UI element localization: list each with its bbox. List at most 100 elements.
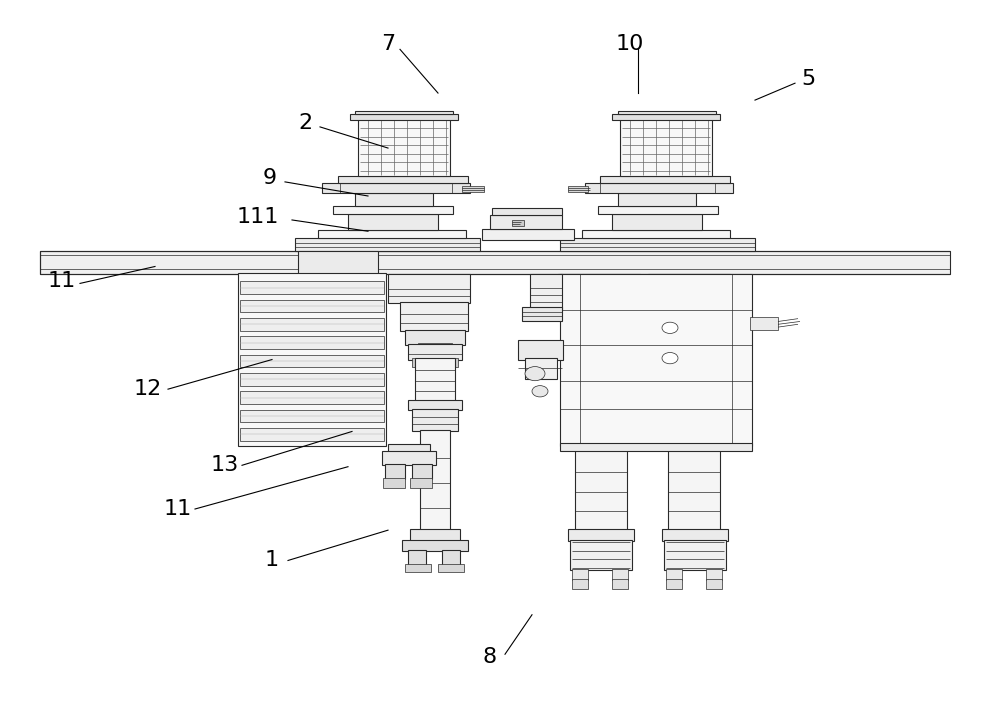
Bar (388, 274, 470, 303)
Circle shape (662, 352, 678, 364)
Bar (585, 183, 733, 193)
Bar (300, 274, 378, 303)
Text: 11: 11 (48, 271, 76, 290)
Bar (358, 118, 450, 176)
Bar (318, 302, 362, 324)
Bar (438, 564, 464, 572)
Bar (295, 238, 480, 251)
Bar (512, 220, 524, 226)
Text: 9: 9 (263, 168, 277, 188)
Text: 111: 111 (237, 207, 279, 227)
Bar (408, 400, 462, 410)
Bar (648, 274, 730, 303)
Bar (240, 391, 384, 404)
Bar (412, 358, 422, 367)
Bar (706, 579, 722, 589)
Text: 1: 1 (265, 551, 279, 570)
Bar (240, 428, 384, 441)
Bar (240, 281, 384, 294)
Text: 12: 12 (134, 379, 162, 399)
Bar (240, 410, 384, 422)
Bar (525, 358, 557, 379)
Bar (382, 451, 436, 465)
Bar (462, 186, 484, 192)
Text: 8: 8 (483, 647, 497, 667)
Bar (410, 529, 460, 541)
Bar (418, 343, 452, 349)
Bar (558, 274, 640, 303)
Bar (668, 444, 720, 530)
Circle shape (532, 386, 548, 397)
Bar (40, 251, 950, 274)
Bar (706, 569, 722, 580)
Bar (570, 540, 632, 570)
Bar (572, 579, 588, 589)
Bar (238, 273, 386, 446)
Bar (598, 206, 718, 214)
Bar (402, 540, 468, 551)
Bar (664, 540, 726, 570)
Bar (560, 274, 752, 446)
Bar (575, 444, 627, 530)
Bar (572, 446, 630, 447)
Bar (412, 409, 458, 431)
Bar (333, 206, 453, 214)
Bar (355, 111, 453, 114)
Bar (522, 307, 562, 321)
Bar (410, 478, 432, 488)
Bar (600, 176, 730, 183)
Bar (318, 230, 466, 238)
Bar (612, 569, 628, 580)
Bar (448, 358, 458, 367)
Bar (612, 114, 720, 120)
Bar (388, 444, 430, 453)
Bar (582, 230, 730, 238)
Text: 11: 11 (164, 499, 192, 519)
Bar (405, 330, 465, 345)
Bar (442, 550, 460, 565)
Bar (383, 478, 405, 488)
Bar (348, 214, 438, 230)
Bar (385, 464, 405, 479)
Bar (415, 358, 455, 402)
Bar (530, 274, 562, 310)
Bar (490, 215, 562, 229)
Bar (355, 193, 433, 206)
Bar (240, 300, 384, 312)
Bar (618, 193, 696, 206)
Text: 7: 7 (381, 34, 395, 54)
Bar (412, 464, 432, 479)
Text: 5: 5 (801, 69, 815, 89)
Bar (618, 111, 716, 114)
Text: 2: 2 (298, 113, 312, 133)
Bar (482, 229, 574, 240)
Bar (350, 114, 458, 120)
Text: 10: 10 (616, 34, 644, 54)
Bar (240, 336, 384, 349)
Bar (240, 355, 384, 367)
Circle shape (662, 322, 678, 333)
Bar (492, 208, 562, 215)
Bar (666, 569, 682, 580)
Bar (750, 317, 778, 330)
Bar (662, 529, 728, 541)
Circle shape (525, 367, 545, 381)
Bar (420, 430, 450, 530)
Bar (240, 318, 384, 331)
Bar (322, 183, 470, 193)
Bar (518, 340, 563, 360)
Bar (568, 529, 634, 541)
Bar (400, 302, 468, 331)
Bar (298, 251, 378, 274)
Bar (620, 118, 712, 176)
Bar (568, 186, 588, 192)
Bar (560, 238, 755, 251)
Bar (408, 344, 462, 360)
Text: 13: 13 (211, 455, 239, 475)
Bar (408, 550, 426, 565)
Bar (666, 579, 682, 589)
Bar (560, 443, 752, 451)
Bar (338, 176, 468, 183)
Bar (240, 373, 384, 386)
Bar (405, 564, 431, 572)
